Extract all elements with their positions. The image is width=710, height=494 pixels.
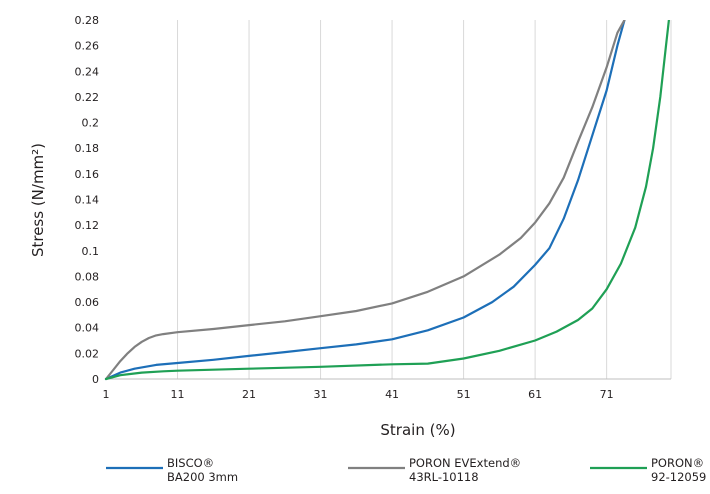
series-line-2 — [104, 20, 626, 381]
x-tick-label: 31 — [314, 388, 328, 401]
y-tick-label: 0.24 — [75, 65, 100, 78]
y-tick-label: 0.18 — [75, 142, 100, 155]
legend-label-1: BISCO® — [167, 456, 214, 470]
series-line-3 — [104, 20, 670, 381]
y-tick-label: 0.28 — [75, 14, 100, 27]
legend-label-2: PORON EVExtend® — [409, 456, 521, 470]
legend-label-1: BA200 3mm — [167, 470, 238, 484]
legend-label-3: PORON® — [651, 456, 704, 470]
x-tick-label: 51 — [457, 388, 471, 401]
y-axis-label: Stress (N/mm²) — [29, 143, 47, 257]
x-axis-label: Strain (%) — [380, 421, 455, 439]
y-tick-label: 0.08 — [75, 270, 100, 283]
y-tick-label: 0.14 — [75, 194, 100, 207]
legend-label-3: 92-12059 — [651, 470, 706, 484]
y-tick-label: 0.12 — [75, 219, 100, 232]
legend: BISCO®BA200 3mm PORON EVExtend®43RL-10118… — [106, 456, 706, 484]
series-line-1 — [104, 20, 626, 381]
y-tick-label: 0.06 — [75, 296, 100, 309]
y-tick-label: 0.2 — [82, 117, 100, 130]
y-tick-label: 0.02 — [75, 347, 100, 360]
x-tick-labels: 1 11 21 31 41 51 61 71 — [103, 388, 614, 401]
y-tick-labels: 0 0.02 0.04 0.06 0.08 0.1 0.12 0.14 0.16 0.18 0.2 0… — [75, 14, 100, 386]
x-tick-label: 71 — [600, 388, 614, 401]
y-tick-label: 0.22 — [75, 91, 100, 104]
x-tick-label: 41 — [385, 388, 399, 401]
grid-lines — [177, 20, 672, 379]
y-tick-label: 0.16 — [75, 168, 100, 181]
y-tick-label: 0.26 — [75, 40, 100, 53]
legend-label-2: 43RL-10118 — [409, 470, 479, 484]
y-tick-label: 0.1 — [82, 245, 100, 258]
series-lines — [104, 20, 670, 381]
x-tick-label: 21 — [242, 388, 256, 401]
y-tick-label: 0 — [92, 373, 99, 386]
x-tick-label: 1 — [103, 388, 110, 401]
x-tick-label: 11 — [171, 388, 185, 401]
y-tick-label: 0.04 — [75, 322, 100, 335]
x-tick-label: 61 — [528, 388, 542, 401]
